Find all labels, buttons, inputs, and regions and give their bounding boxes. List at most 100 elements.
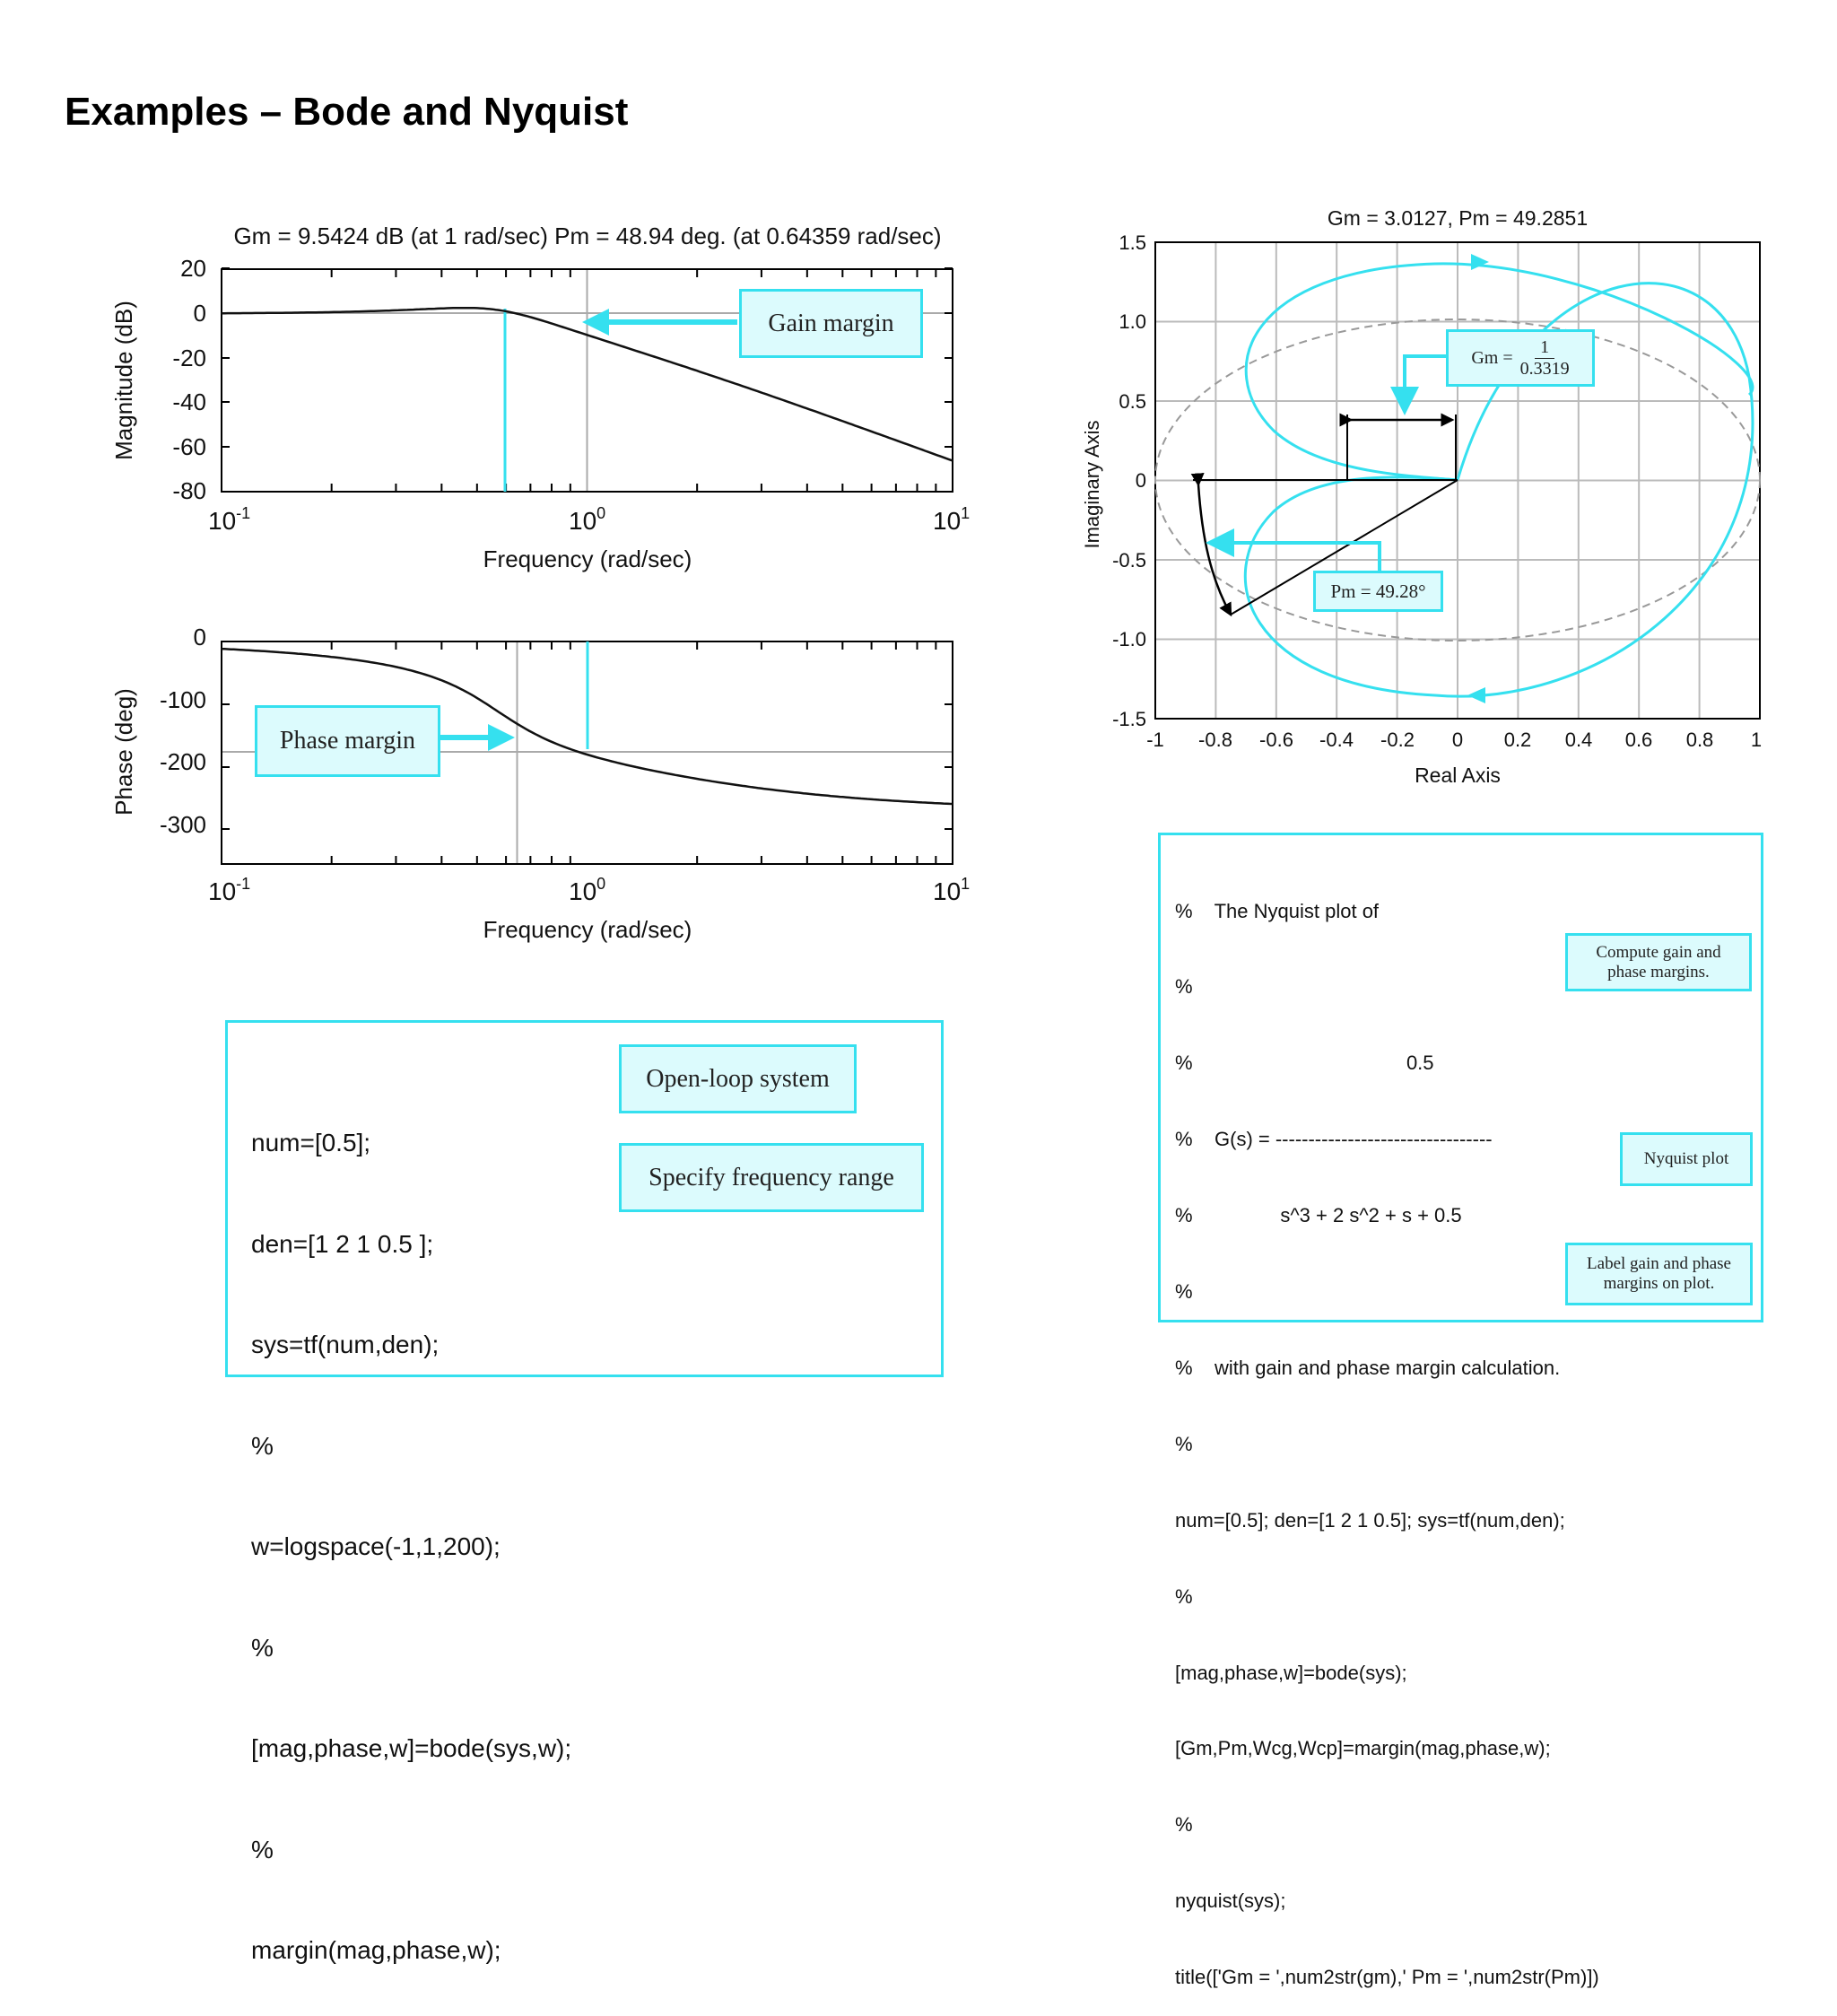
phase-margin-callout: Phase margin [255,705,440,777]
gm-callout: Gm = 1 0.3319 [1446,329,1595,387]
mag-xtick: 100 [569,504,605,535]
nyquist-xtick: -1 [1146,729,1164,751]
label-margins-line: margins on plot. [1603,1274,1715,1293]
nyquist-xtick-labels: -1 -0.8 -0.6 -0.4 -0.2 0 0.2 0.4 0.6 0.8… [1146,729,1762,751]
mag-ylabel: Magnitude (dB) [110,301,137,460]
nyquist-contour-lower [1243,282,1754,698]
code-line: % G(s) = -------------------------------… [1175,1128,1493,1151]
freq-range-callout: Specify frequency range [619,1143,924,1212]
code-line: % with gain and phase margin calculation… [1175,1356,1561,1379]
pm-callout: Pm = 49.28° [1313,571,1443,612]
bode-magnitude-plot: Gm = 9.5424 dB (at 1 rad/sec) Pm = 48.94… [110,223,970,572]
compute-margins-callout: Compute gain and phase margins. [1565,933,1752,991]
code-line: den=[1 2 1 0.5 ]; [251,1229,434,1258]
pm-unit-vector [1230,479,1458,615]
code-line: % [251,1633,274,1662]
nyquist-code-block: % The Nyquist plot of % % 0.5 % G(s) = -… [1175,848,1599,2016]
code-line: nyquist(sys); [1175,1889,1286,1913]
bode-title: Gm = 9.5424 dB (at 1 rad/sec) Pm = 48.94… [233,223,941,249]
nyquist-plot-callout: Nyquist plot [1620,1132,1753,1186]
bode-code-block: num=[0.5]; den=[1 2 1 0.5 ]; sys=tf(num,… [251,1059,571,2001]
compute-margins-line: phase margins. [1607,962,1710,982]
label-margins-line: Label gain and phase [1587,1254,1731,1273]
mag-xtick: 101 [933,504,970,535]
mag-xtick: 10-1 [208,504,250,535]
nyquist-ytick: 1.5 [1119,231,1146,254]
code-line: [mag,phase,w]=bode(sys,w); [251,1734,572,1762]
nyquist-xtick: -0.8 [1198,729,1232,751]
gm-callout-arrow [1390,354,1446,415]
nyquist-code-frame [1158,833,1763,1322]
code-line: % 0.5 [1175,1052,1434,1075]
phase-ylabel: Phase (deg) [110,688,137,816]
gm-fraction-numerator: 1 [1535,337,1555,359]
code-line: % [1175,1584,1193,1608]
nyquist-ytick: -0.5 [1112,549,1146,572]
phase-xlabel: Frequency (rad/sec) [483,916,692,943]
code-line: % [251,1835,274,1863]
nyquist-ytick: 0.5 [1119,390,1146,413]
nyquist-xtick: 1 [1751,729,1762,751]
unit-circle [1154,319,1761,641]
bode-phase-plot: 0 -100 -200 -300 Phase (deg) Frequency (… [110,624,970,943]
nyquist-title: Gm = 3.0127, Pm = 49.2851 [1328,206,1588,230]
nyquist-xtick: 0 [1452,729,1463,751]
phase-curve [221,647,953,806]
phase-ytick: 0 [194,624,206,650]
gm-fraction: 1 0.3319 [1520,337,1570,380]
nyquist-xtick: 0.4 [1565,729,1593,751]
code-line: % s^3 + 2 s^2 + s + 0.5 [1175,1204,1462,1227]
code-line: margin(mag,phase,w); [251,1936,501,1964]
phase-xtick-labels: 10-1 100 101 [208,875,970,905]
phase-ytick: -300 [160,811,206,838]
nyquist-plot: Gm = 3.0127, Pm = 49.2851 -1 -0.8 -0.6 -… [1081,206,1762,787]
phase-xtick: 101 [933,875,970,905]
code-line: % [251,1431,274,1460]
nyquist-xtick: 0.2 [1504,729,1532,751]
nyquist-ytick-labels: 1.5 1.0 0.5 0 -0.5 -1.0 -1.5 [1112,231,1146,730]
phase-xtick: 10-1 [208,875,250,905]
mag-ytick: -40 [172,388,206,415]
phase-ytick: -100 [160,686,206,713]
mag-ytick: 0 [194,300,206,327]
code-line: w=logspace(-1,1,200); [251,1532,501,1560]
code-line: num=[0.5]; [251,1129,371,1156]
nyquist-xtick: -0.2 [1380,729,1415,751]
mag-xlabel: Frequency (rad/sec) [483,545,692,572]
gain-margin-callout: Gain margin [739,289,923,358]
slide-title: Examples – Bode and Nyquist [65,90,629,134]
phase-minor-ticks [222,641,953,864]
nyquist-xlabel: Real Axis [1415,764,1501,787]
code-line: % [1175,975,1193,999]
nyquist-ytick: -1.5 [1112,708,1146,730]
code-line: num=[0.5]; den=[1 2 1 0.5]; sys=tf(num,d… [1175,1508,1565,1532]
open-loop-callout: Open-loop system [619,1044,857,1113]
mag-ytick: 20 [180,255,206,282]
mag-ytick: -60 [172,433,206,460]
nyquist-xtick: -0.6 [1259,729,1293,751]
code-line: % The Nyquist plot of [1175,899,1380,922]
gm-fraction-denominator: 0.3319 [1519,358,1570,379]
compute-margins-line: Compute gain and [1596,942,1721,962]
label-margins-callout: Label gain and phase margins on plot. [1565,1243,1753,1305]
nyquist-direction-arrow [1467,687,1485,703]
phase-ytick: -200 [160,748,206,775]
pm-angle-arc [1190,473,1232,617]
mag-ytick: -80 [172,477,206,504]
nyquist-xtick: 0.8 [1686,729,1714,751]
code-line: title(['Gm = ',num2str(gm),' Pm = ',num2… [1175,1966,1599,1989]
nyquist-ytick: -1.0 [1112,628,1146,650]
gm-callout-label: Gm = [1471,347,1513,368]
pm-callout-arrow [1206,528,1381,571]
nyquist-xtick: -0.4 [1319,729,1354,751]
code-line: % [1175,1432,1193,1455]
nyquist-direction-arrow [1471,254,1489,270]
code-line: % [1175,1813,1193,1837]
nyquist-ylabel: Imaginary Axis [1081,420,1103,548]
code-line: sys=tf(num,den); [251,1331,440,1358]
phase-xtick: 100 [569,875,605,905]
mag-xtick-labels: 10-1 100 101 [208,504,970,535]
code-line: % [1175,1280,1193,1304]
nyquist-ytick: 1.0 [1119,310,1146,333]
nyquist-xtick: 0.6 [1625,729,1653,751]
